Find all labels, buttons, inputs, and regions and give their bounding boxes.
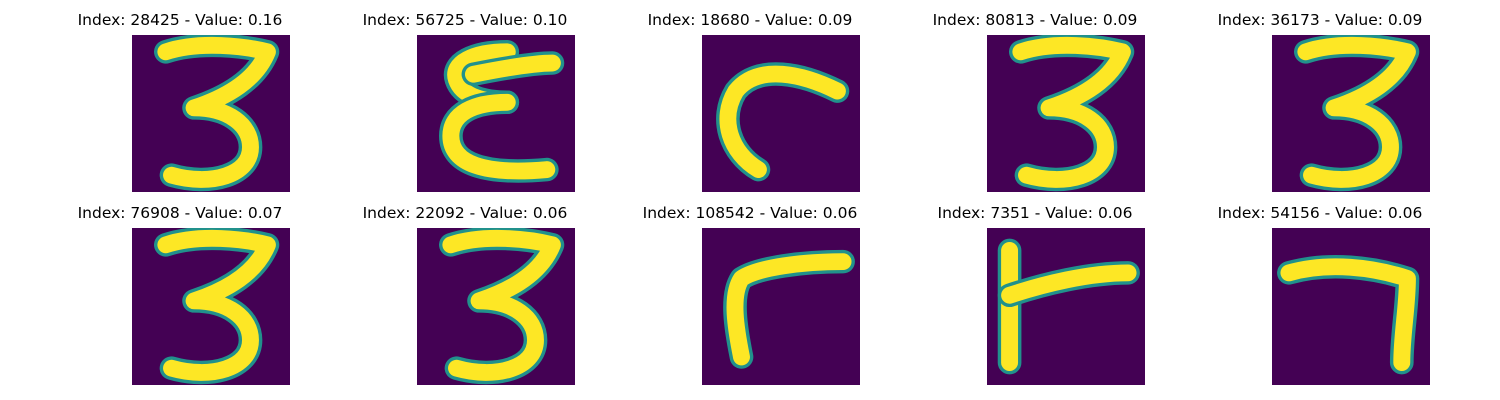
digit-image bbox=[1272, 35, 1430, 192]
image-panel: Index: 108542 - Value: 0.06 bbox=[600, 193, 900, 385]
panel-title: Index: 28425 - Value: 0.16 bbox=[77, 11, 283, 29]
image-panel: Index: 76908 - Value: 0.07 bbox=[30, 193, 330, 385]
panel-title: Index: 108542 - Value: 0.06 bbox=[642, 204, 858, 222]
digit-stroke bbox=[726, 253, 852, 366]
image-panel: Index: 22092 - Value: 0.06 bbox=[315, 193, 615, 385]
panel-title: Index: 76908 - Value: 0.07 bbox=[77, 204, 283, 222]
digit-image bbox=[417, 228, 575, 385]
image-panel: Index: 7351 - Value: 0.06 bbox=[885, 193, 1185, 385]
panel-title: Index: 18680 - Value: 0.09 bbox=[647, 11, 853, 29]
digit-stroke bbox=[157, 36, 276, 188]
digit-image bbox=[702, 35, 860, 192]
digit-stroke bbox=[464, 54, 561, 83]
panel-title: Index: 80813 - Value: 0.09 bbox=[932, 11, 1138, 29]
panel-title: Index: 36173 - Value: 0.09 bbox=[1217, 11, 1423, 29]
digit-image bbox=[1272, 228, 1430, 385]
digit-stroke bbox=[442, 229, 561, 381]
image-panel: Index: 28425 - Value: 0.16 bbox=[30, 0, 330, 192]
digit-image bbox=[987, 228, 1145, 385]
panel-title: Index: 56725 - Value: 0.10 bbox=[362, 11, 568, 29]
image-panel: Index: 36173 - Value: 0.09 bbox=[1170, 0, 1470, 192]
digit-image bbox=[132, 228, 290, 385]
image-panel: Index: 18680 - Value: 0.09 bbox=[600, 0, 900, 192]
digit-stroke bbox=[157, 229, 276, 381]
panel-title: Index: 22092 - Value: 0.06 bbox=[362, 204, 568, 222]
panel-title: Index: 7351 - Value: 0.06 bbox=[937, 204, 1133, 222]
digit-image bbox=[702, 228, 860, 385]
image-panel: Index: 80813 - Value: 0.09 bbox=[885, 0, 1185, 192]
digit-image bbox=[987, 35, 1145, 192]
image-panel: Index: 54156 - Value: 0.06 bbox=[1170, 193, 1470, 385]
digit-image bbox=[417, 35, 575, 192]
image-panel: Index: 56725 - Value: 0.10 bbox=[315, 0, 615, 192]
digit-stroke bbox=[1001, 264, 1137, 304]
digit-image bbox=[132, 35, 290, 192]
digit-stroke bbox=[442, 93, 556, 180]
panel-title: Index: 54156 - Value: 0.06 bbox=[1217, 204, 1423, 222]
digit-stroke bbox=[1012, 36, 1131, 188]
digit-stroke bbox=[1280, 258, 1416, 371]
digit-stroke bbox=[1297, 36, 1416, 188]
digit-stroke bbox=[719, 65, 846, 178]
